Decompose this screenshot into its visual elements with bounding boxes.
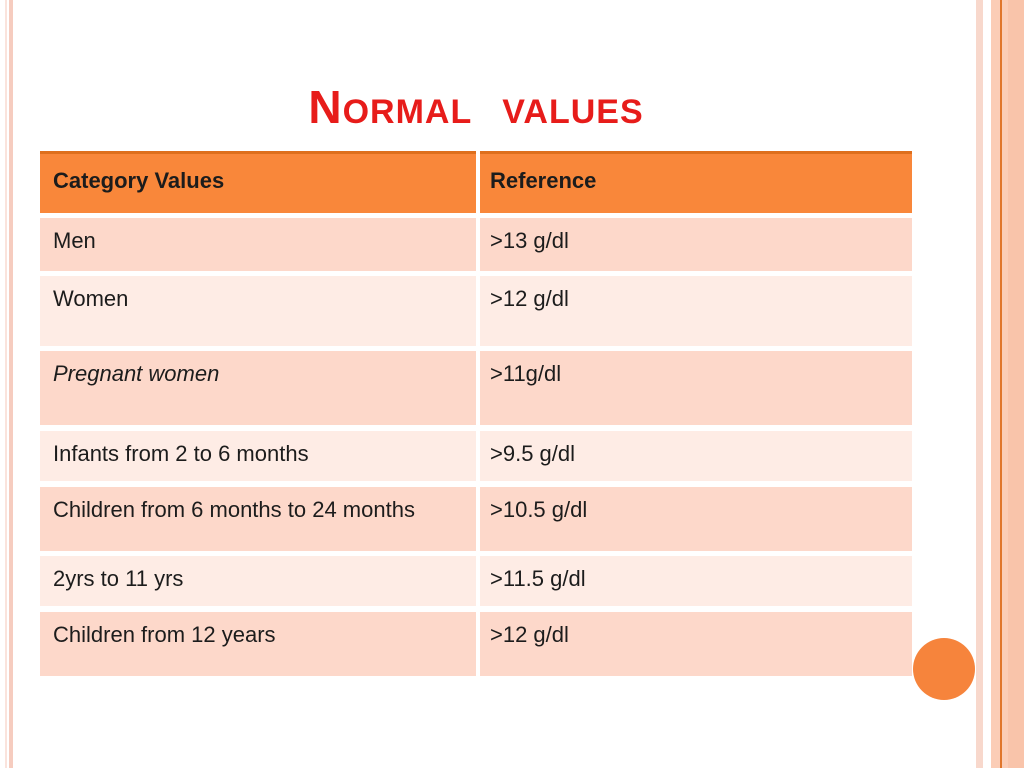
reference-cell: >11g/dl xyxy=(480,351,912,425)
category-cell: Infants from 2 to 6 months xyxy=(40,431,476,481)
category-cell: Men xyxy=(40,218,476,271)
orange-circle-decoration xyxy=(913,638,975,700)
right-pink-stripe-decoration xyxy=(976,0,983,768)
reference-cell: >11.5 g/dl xyxy=(480,556,912,606)
reference-cell: >10.5 g/dl xyxy=(480,487,912,551)
normal-values-table: Category Values Reference Men >13 g/dl W… xyxy=(40,151,912,676)
table-row: Pregnant women >11g/dl xyxy=(40,351,912,425)
title-lead-capital: N xyxy=(308,81,343,133)
title-word1-rest: ORMAL xyxy=(342,93,473,131)
category-header-cell: Category Values xyxy=(40,151,476,213)
left-stripe-thin-decoration xyxy=(5,0,7,768)
table-row: Children from 12 years >12 g/dl xyxy=(40,612,912,676)
table-row: Men >13 g/dl xyxy=(40,218,912,271)
title-word2: VALUES xyxy=(502,93,644,131)
category-cell: Children from 12 years xyxy=(40,612,476,676)
category-cell: Women xyxy=(40,276,476,346)
table-header-row: Category Values Reference xyxy=(40,151,912,213)
table-row: 2yrs to 11 yrs >11.5 g/dl xyxy=(40,556,912,606)
reference-cell: >12 g/dl xyxy=(480,276,912,346)
left-stripe-thick-decoration xyxy=(9,0,13,768)
reference-cell: >9.5 g/dl xyxy=(480,431,912,481)
right-salmon-band-dark-decoration xyxy=(1008,0,1024,768)
page-title: NORMAL VALUES xyxy=(40,84,912,130)
reference-cell: >13 g/dl xyxy=(480,218,912,271)
table-row: Infants from 2 to 6 months >9.5 g/dl xyxy=(40,431,912,481)
reference-cell: >12 g/dl xyxy=(480,612,912,676)
category-cell: Children from 6 months to 24 months xyxy=(40,487,476,551)
right-orange-line-decoration xyxy=(1000,0,1002,768)
table-row: Children from 6 months to 24 months >10.… xyxy=(40,487,912,551)
category-cell: 2yrs to 11 yrs xyxy=(40,556,476,606)
category-cell: Pregnant women xyxy=(40,351,476,425)
reference-header-cell: Reference xyxy=(480,151,912,213)
table-row: Women >12 g/dl xyxy=(40,276,912,346)
